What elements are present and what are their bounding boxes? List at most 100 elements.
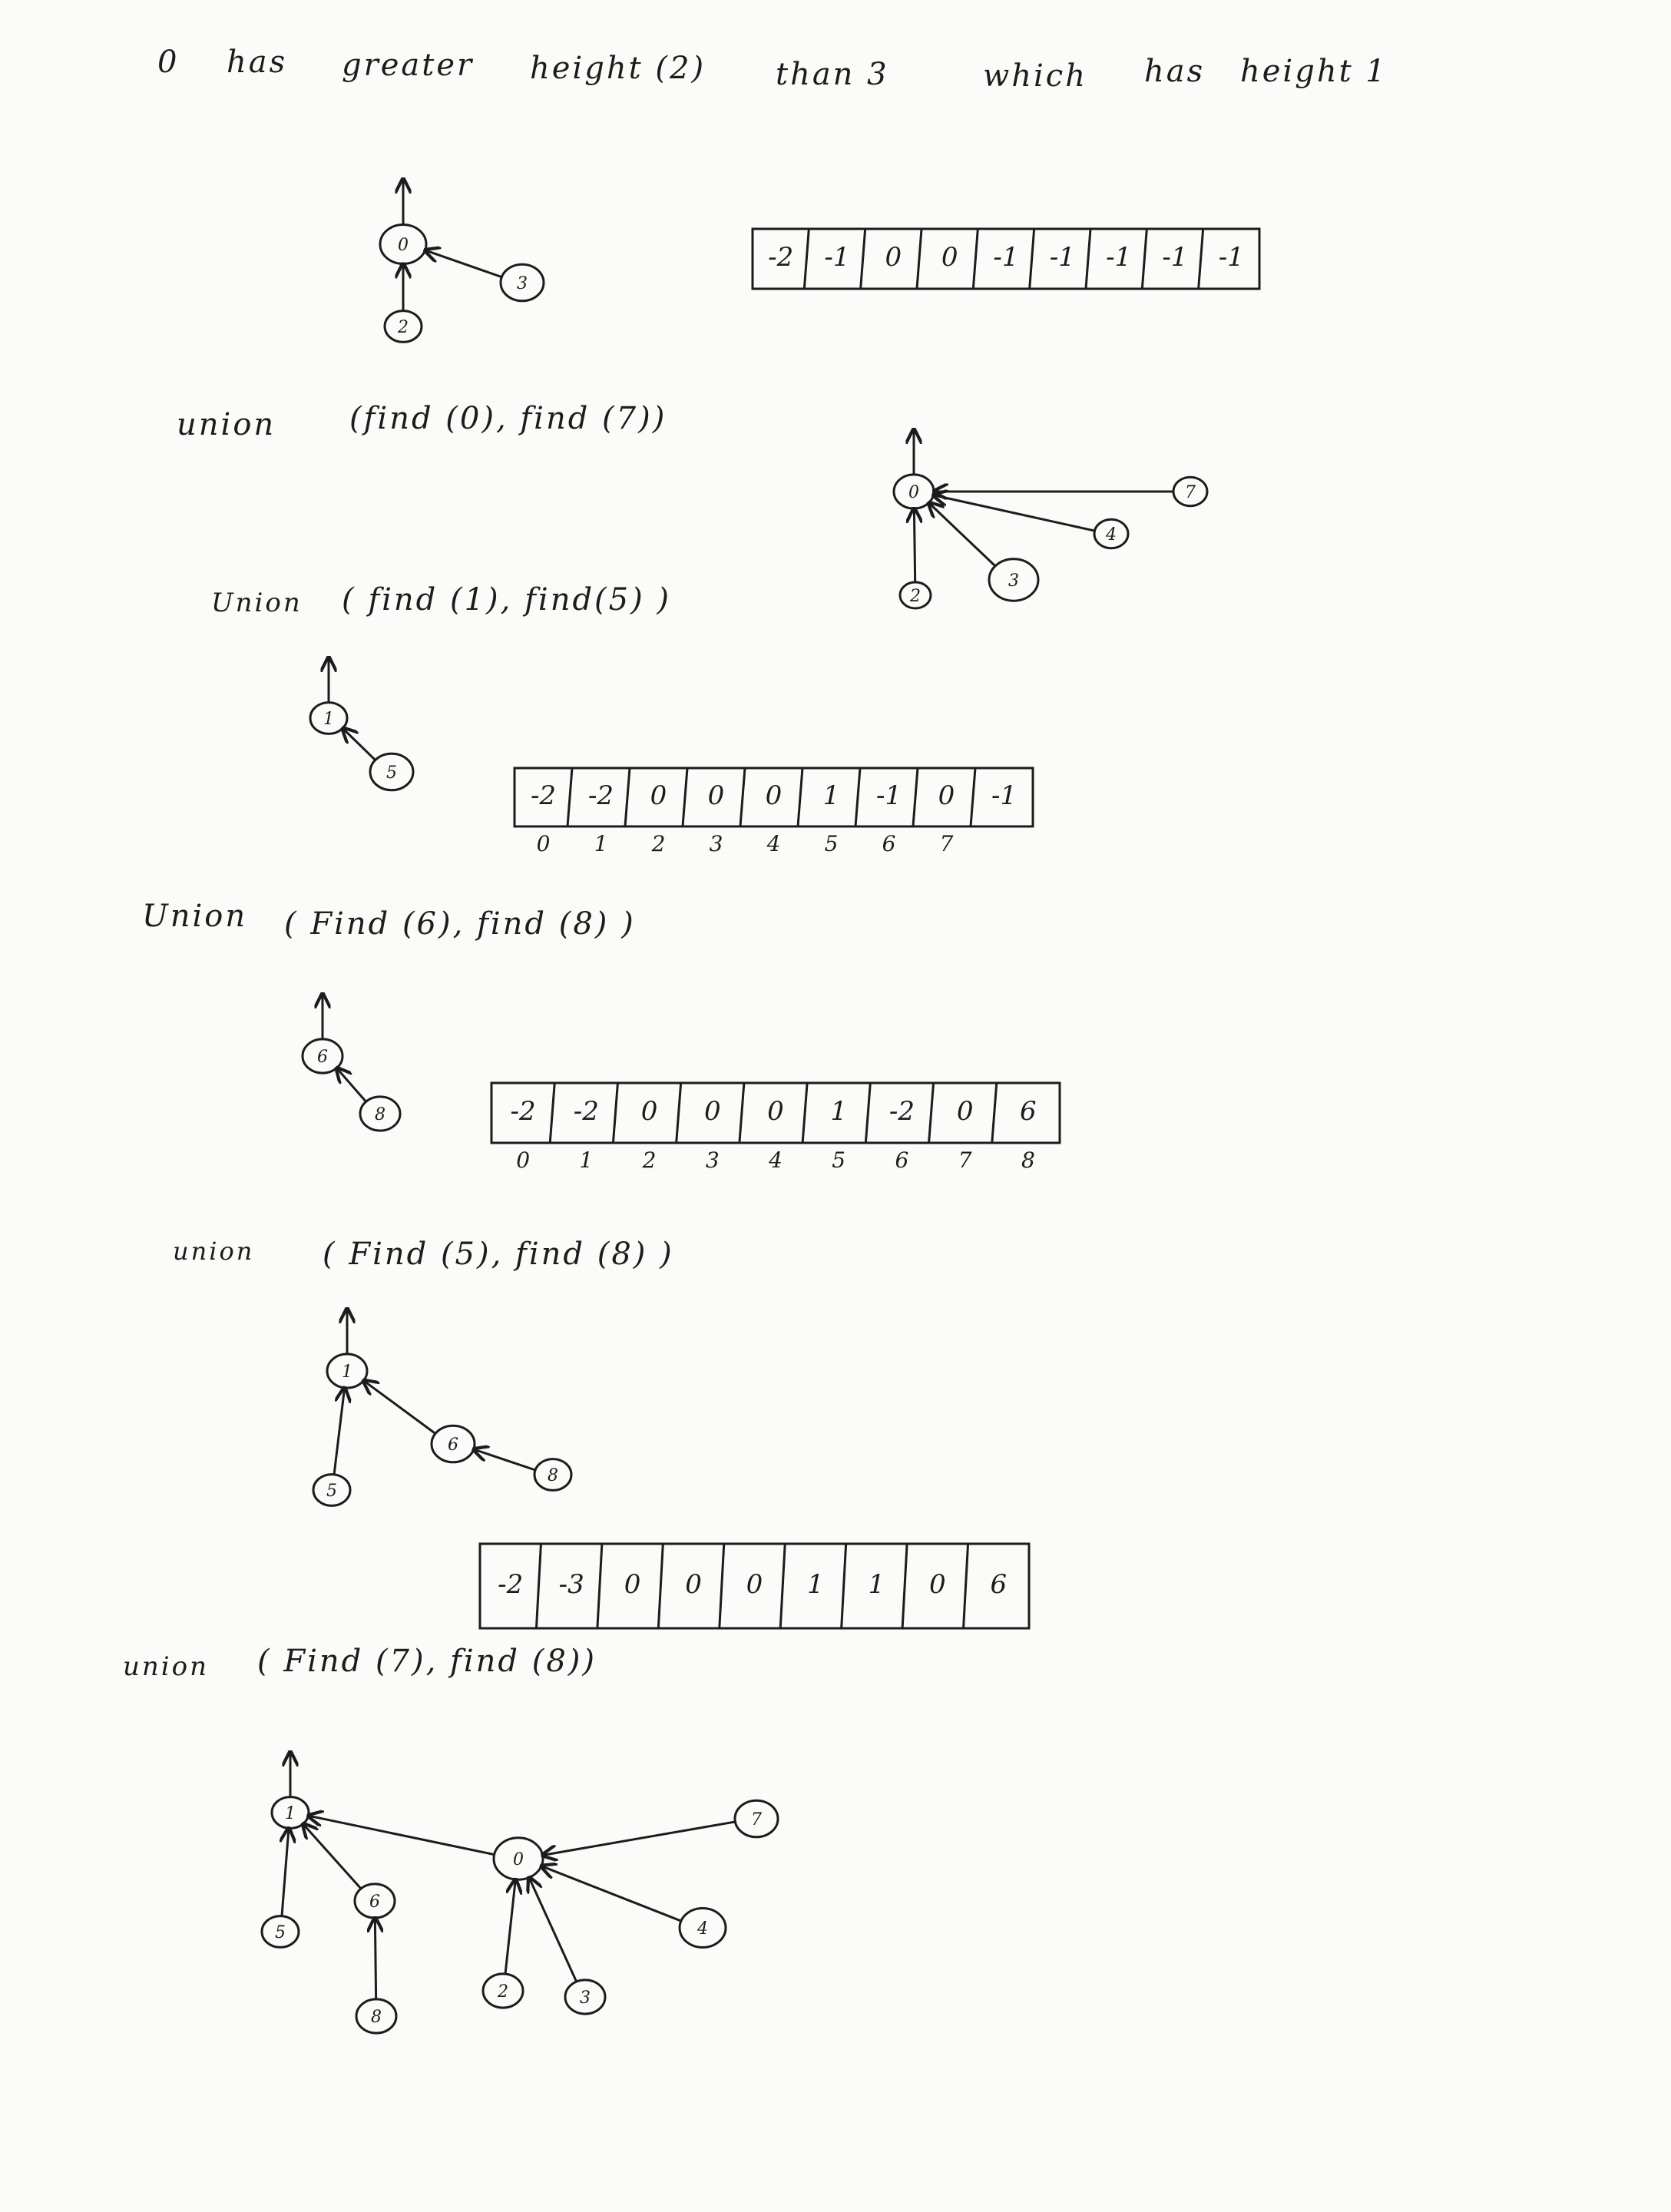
array-2-divider <box>928 1081 935 1144</box>
node-2-t1: 2 <box>383 310 423 343</box>
array-1-index-0: 0 <box>536 831 551 856</box>
tree-edge <box>928 503 997 568</box>
svg-text:8: 8 <box>371 2008 382 2027</box>
array-1-cell-1: -2 <box>587 780 614 811</box>
node-1-t3: 1 <box>309 701 349 735</box>
array-1-divider <box>739 767 746 828</box>
array-2-index-0: 0 <box>516 1147 531 1173</box>
array-0-cell-2: 0 <box>885 242 902 273</box>
array-1-index-1: 1 <box>594 831 608 856</box>
tree-edge <box>474 1449 537 1472</box>
node-5-t5: 5 <box>312 1473 352 1507</box>
header-word-3: height (2) <box>530 51 706 86</box>
svg-text:2: 2 <box>497 1982 508 2002</box>
step-5-label: union <box>123 1651 210 1682</box>
svg-text:2: 2 <box>397 318 409 337</box>
svg-text:6: 6 <box>369 1892 380 1912</box>
array-2-divider <box>991 1081 998 1144</box>
array-3-cell-5: 1 <box>807 1569 824 1600</box>
array-1-divider <box>854 767 862 828</box>
step-1-call: (find (0), find (7)) <box>349 401 667 436</box>
array-2-divider <box>738 1081 746 1144</box>
array-3-divider <box>840 1542 848 1630</box>
step-3-call: ( Find (6), find (8) ) <box>284 906 636 942</box>
array-0-cell-1: -1 <box>824 242 850 273</box>
svg-text:7: 7 <box>1185 483 1196 502</box>
node-5-t6: 5 <box>260 1915 300 1949</box>
header-word-7: height 1 <box>1240 54 1388 89</box>
array-2-cell-8: 6 <box>1020 1096 1037 1127</box>
tree-edge <box>425 250 503 279</box>
tree-edge <box>541 1866 683 1922</box>
array-2-divider <box>864 1081 872 1144</box>
array-2-index-5: 5 <box>832 1147 846 1173</box>
step-4-call: ( Find (5), find (8) ) <box>323 1237 674 1272</box>
array-0-divider <box>1028 227 1036 290</box>
step-2-label: Union <box>211 588 303 618</box>
header-word-0: 0 <box>157 45 180 80</box>
tree-edge <box>543 1820 736 1856</box>
array-0-cell-4: -1 <box>993 242 1019 273</box>
node-5-t3: 5 <box>369 752 415 792</box>
svg-text:5: 5 <box>275 1923 286 1942</box>
node-3-t1: 3 <box>499 263 545 303</box>
tree-edge <box>363 1381 437 1435</box>
array-1-index-4: 4 <box>766 831 781 856</box>
svg-text:5: 5 <box>386 763 397 783</box>
array-0-cell-5: -1 <box>1049 242 1075 273</box>
svg-text:1: 1 <box>323 710 334 729</box>
step-2-call: ( find (1), find(5) ) <box>342 582 672 618</box>
array-2-divider <box>801 1081 809 1144</box>
array-2-cell-3: 0 <box>703 1096 721 1127</box>
array-0-cell-0: -2 <box>768 242 794 273</box>
array-0-cell-7: -1 <box>1162 242 1188 273</box>
array-0-cell-8: -1 <box>1218 242 1244 273</box>
array-1-cell-3: 0 <box>707 780 725 811</box>
svg-text:1: 1 <box>285 1804 296 1823</box>
array-2-divider <box>548 1081 556 1144</box>
array-1-cell-7: 0 <box>938 780 955 811</box>
array-1-cell-8: -1 <box>991 780 1017 811</box>
svg-text:4: 4 <box>697 1919 708 1939</box>
tree-edge <box>529 1877 578 1983</box>
array-3-cell-2: 0 <box>624 1569 641 1600</box>
tree-edge <box>336 1068 368 1103</box>
array-2-cell-4: 0 <box>767 1096 784 1127</box>
tree-edge <box>309 1816 496 1856</box>
array-2-divider <box>675 1081 683 1144</box>
array-2-cell-1: -2 <box>573 1096 599 1127</box>
array-1-index-3: 3 <box>709 831 723 856</box>
array-1-index-2: 2 <box>651 831 666 856</box>
header-word-6: has <box>1144 54 1206 89</box>
node-7-t2: 7 <box>1172 475 1209 508</box>
array-0-divider <box>915 227 923 290</box>
array-1-divider <box>566 767 574 828</box>
tree-edge <box>375 1918 376 2001</box>
array-2-cell-0: -2 <box>510 1096 536 1127</box>
step-5-call: ( Find (7), find (8)) <box>257 1644 597 1679</box>
array-3-cell-3: 0 <box>685 1569 702 1600</box>
array-1-cell-0: -2 <box>530 780 557 811</box>
array-2-index-7: 7 <box>958 1147 972 1173</box>
header-word-1: has <box>227 45 288 80</box>
array-2-cell-5: 1 <box>830 1096 848 1127</box>
array-3-cell-8: 6 <box>990 1569 1008 1600</box>
svg-text:3: 3 <box>580 1988 591 2008</box>
node-0-t6: 0 <box>492 1836 544 1881</box>
array-3-divider <box>962 1542 970 1630</box>
svg-text:6: 6 <box>448 1435 458 1455</box>
array-1-box <box>513 767 1034 828</box>
header-word-5: which <box>983 58 1087 94</box>
array-2-cell-2: 0 <box>640 1096 658 1127</box>
array-1-cell-2: 0 <box>650 780 667 811</box>
array-2-cell-7: 0 <box>956 1096 974 1127</box>
array-0-divider <box>1197 227 1205 290</box>
array-1-index-5: 5 <box>824 831 839 856</box>
svg-text:4: 4 <box>1105 525 1117 545</box>
array-3-divider <box>779 1542 786 1630</box>
svg-text:7: 7 <box>751 1810 762 1830</box>
array-1-divider <box>624 767 631 828</box>
array-1-divider <box>912 767 919 828</box>
